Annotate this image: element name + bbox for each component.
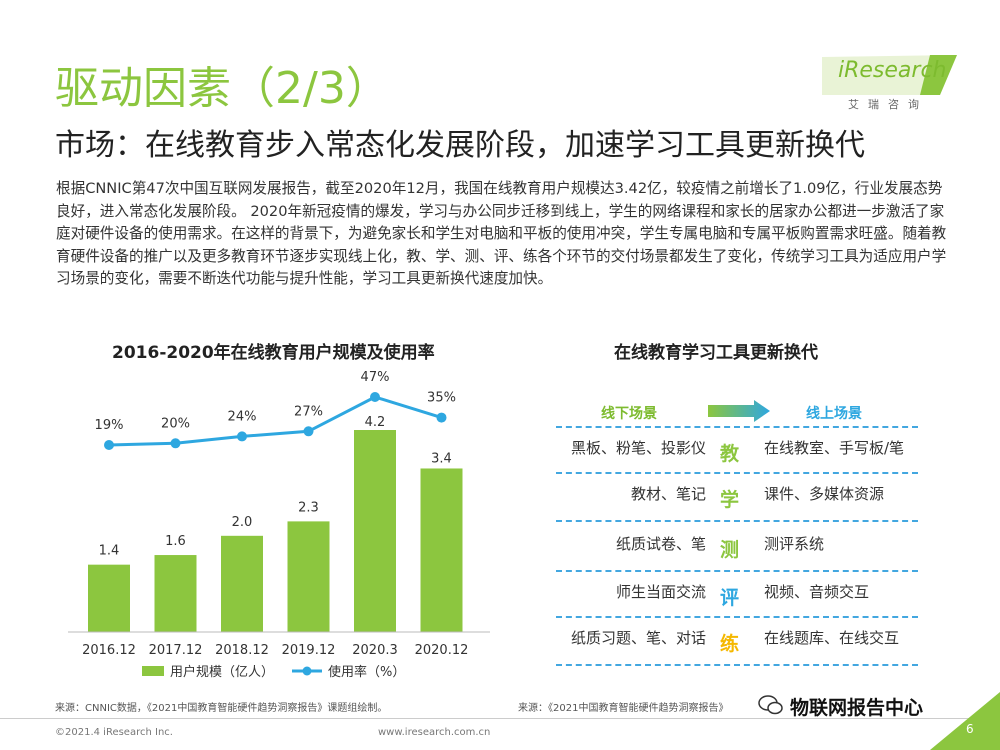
x-tick-label: 2020.3 [352,643,398,658]
offline-item: 纸质习题、笔、对话 [570,629,706,647]
wechat-icon [758,695,783,715]
legend-bar-label: 用户规模（亿人） [170,664,274,680]
rate-point [436,412,447,423]
x-tick-label: 2018.12 [215,643,269,658]
offline-item: 师生当面交流 [615,583,706,601]
bar [221,535,263,632]
page-title: 驱动因素（2/3） [55,63,390,114]
bar-value-label: 2.3 [298,500,319,515]
rate-point [370,392,380,402]
chart-title: 2016-2020年在线教育用户规模及使用率 [112,343,435,363]
x-tick-label: 2016.12 [82,643,136,658]
online-item: 视频、音频交互 [764,583,870,601]
rate-label: 19% [95,418,124,433]
source-note-right: 来源：《2021中国教育智能硬件趋势洞察报告》 [518,703,729,714]
offline-item: 黑板、粉笔、投影仪 [570,439,706,457]
stage-label: 练 [720,633,740,655]
legend-line-label: 使用率（%） [328,664,405,680]
offline-item: 纸质试卷、笔 [615,535,706,553]
rate-label: 47% [361,370,390,385]
bar-value-label: 1.4 [99,544,120,559]
bar [354,430,396,632]
row-divider [556,570,918,572]
row-divider [556,472,918,474]
rate-label: 27% [294,404,323,419]
row-divider [556,520,918,522]
online-item: 课件、多媒体资源 [764,485,885,503]
stage-label: 评 [720,587,740,609]
stage-label: 测 [720,539,740,561]
row-divider [556,616,918,618]
footer-website: www.iresearch.com.cn [378,727,491,738]
row-divider [556,426,918,428]
footer-divider [0,718,1000,719]
iresearch-logo [822,55,957,95]
footer-copyright: ©2021.4 iResearch Inc. [55,727,173,738]
legend-line-marker [302,666,312,676]
rate-label: 24% [228,409,257,424]
bar [88,564,130,632]
online-item: 测评系统 [764,535,825,553]
rate-point [237,431,247,442]
rate-label: 20% [161,416,190,431]
bar-value-label: 3.4 [431,451,452,466]
source-note-left: 来源：CNNIC数据，《2021中国教育智能硬件趋势洞察报告》课题组绘制。 [55,703,388,714]
x-tick-label: 2020.12 [415,643,469,658]
rate-point [104,440,114,450]
rate-point [303,426,314,437]
offline-item: 教材、笔记 [630,485,706,503]
bar [154,555,197,632]
online-item: 在线题库、在线交互 [764,629,900,647]
logo-text: iResearch [838,58,947,83]
row-divider [556,664,918,666]
tools-title: 在线教育学习工具更新换代 [614,343,818,363]
page-corner-decoration [930,692,1000,750]
stage-label: 教 [720,443,740,465]
page-subtitle: 市场：在线教育步入常态化发展阶段，加速学习工具更新换代 [55,128,865,163]
rate-point [170,438,181,449]
logo-subtitle: 艾瑞咨询 [848,98,928,111]
x-tick-label: 2019.12 [282,643,336,658]
offline-header: 线下场景 [601,406,657,422]
online-item: 在线教室、手写板/笔 [764,439,905,457]
online-header: 线上场景 [806,406,862,422]
bar [420,468,463,632]
x-tick-label: 2017.12 [149,643,203,658]
bar-value-label: 4.2 [365,415,386,430]
rate-label: 35% [427,391,456,406]
legend-bar-swatch [142,666,164,676]
watermark-text: 物联网报告中心 [790,697,924,719]
usage-rate-line [108,395,442,447]
stage-label: 学 [720,489,740,511]
bar [287,521,330,632]
bar-line-chart: 1.4 1.6 2.0 2.3 4.2 3.4 19% 20% 24% 27% 47% 35% 20… [68,370,490,680]
arrow-right-icon [708,400,770,422]
bar-value-label: 1.6 [165,534,186,549]
page-number: 6 [966,722,974,736]
body-paragraph: 根据CNNIC第47次中国互联网发展报告，截至2020年12月，我国在线教育用户… [56,180,947,287]
bar-value-label: 2.0 [232,515,253,530]
